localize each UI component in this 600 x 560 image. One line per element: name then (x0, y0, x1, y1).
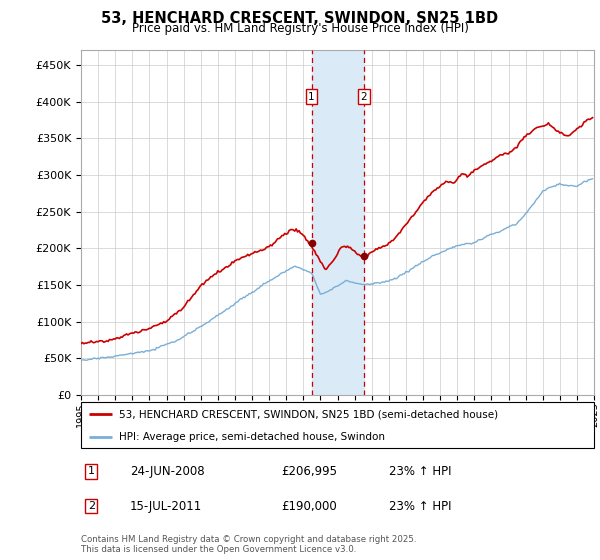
Text: 1: 1 (88, 466, 95, 476)
Text: Price paid vs. HM Land Registry's House Price Index (HPI): Price paid vs. HM Land Registry's House … (131, 22, 469, 35)
Text: 15-JUL-2011: 15-JUL-2011 (130, 500, 202, 512)
Text: 23% ↑ HPI: 23% ↑ HPI (389, 465, 451, 478)
Text: 23% ↑ HPI: 23% ↑ HPI (389, 500, 451, 512)
Text: Contains HM Land Registry data © Crown copyright and database right 2025.
This d: Contains HM Land Registry data © Crown c… (81, 535, 416, 554)
Text: 2: 2 (361, 92, 367, 102)
FancyBboxPatch shape (81, 402, 594, 448)
Text: 2: 2 (88, 501, 95, 511)
Text: 24-JUN-2008: 24-JUN-2008 (130, 465, 205, 478)
Text: £190,000: £190,000 (281, 500, 337, 512)
Bar (311, 50, 364, 395)
Text: 53, HENCHARD CRESCENT, SWINDON, SN25 1BD: 53, HENCHARD CRESCENT, SWINDON, SN25 1BD (101, 11, 499, 26)
Text: 1: 1 (308, 92, 315, 102)
Text: £206,995: £206,995 (281, 465, 337, 478)
Text: 53, HENCHARD CRESCENT, SWINDON, SN25 1BD (semi-detached house): 53, HENCHARD CRESCENT, SWINDON, SN25 1BD… (119, 409, 499, 419)
Text: HPI: Average price, semi-detached house, Swindon: HPI: Average price, semi-detached house,… (119, 432, 385, 441)
